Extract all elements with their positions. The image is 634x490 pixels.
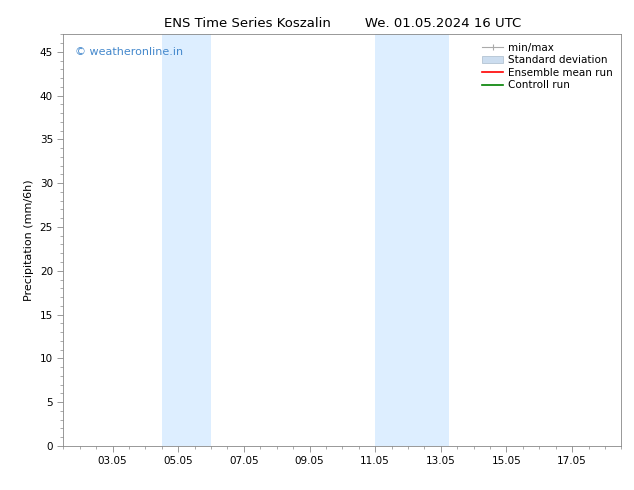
Legend: min/max, Standard deviation, Ensemble mean run, Controll run: min/max, Standard deviation, Ensemble me…: [479, 40, 616, 94]
Text: © weatheronline.in: © weatheronline.in: [75, 47, 183, 57]
Bar: [162, 34, 211, 446]
Bar: [375, 34, 449, 446]
Y-axis label: Precipitation (mm/6h): Precipitation (mm/6h): [24, 179, 34, 301]
Title: ENS Time Series Koszalin        We. 01.05.2024 16 UTC: ENS Time Series Koszalin We. 01.05.2024 …: [164, 17, 521, 30]
